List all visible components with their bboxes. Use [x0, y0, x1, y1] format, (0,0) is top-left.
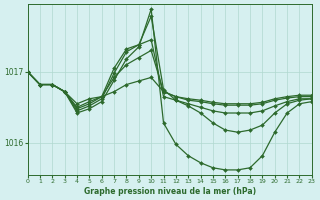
X-axis label: Graphe pression niveau de la mer (hPa): Graphe pression niveau de la mer (hPa): [84, 187, 256, 196]
